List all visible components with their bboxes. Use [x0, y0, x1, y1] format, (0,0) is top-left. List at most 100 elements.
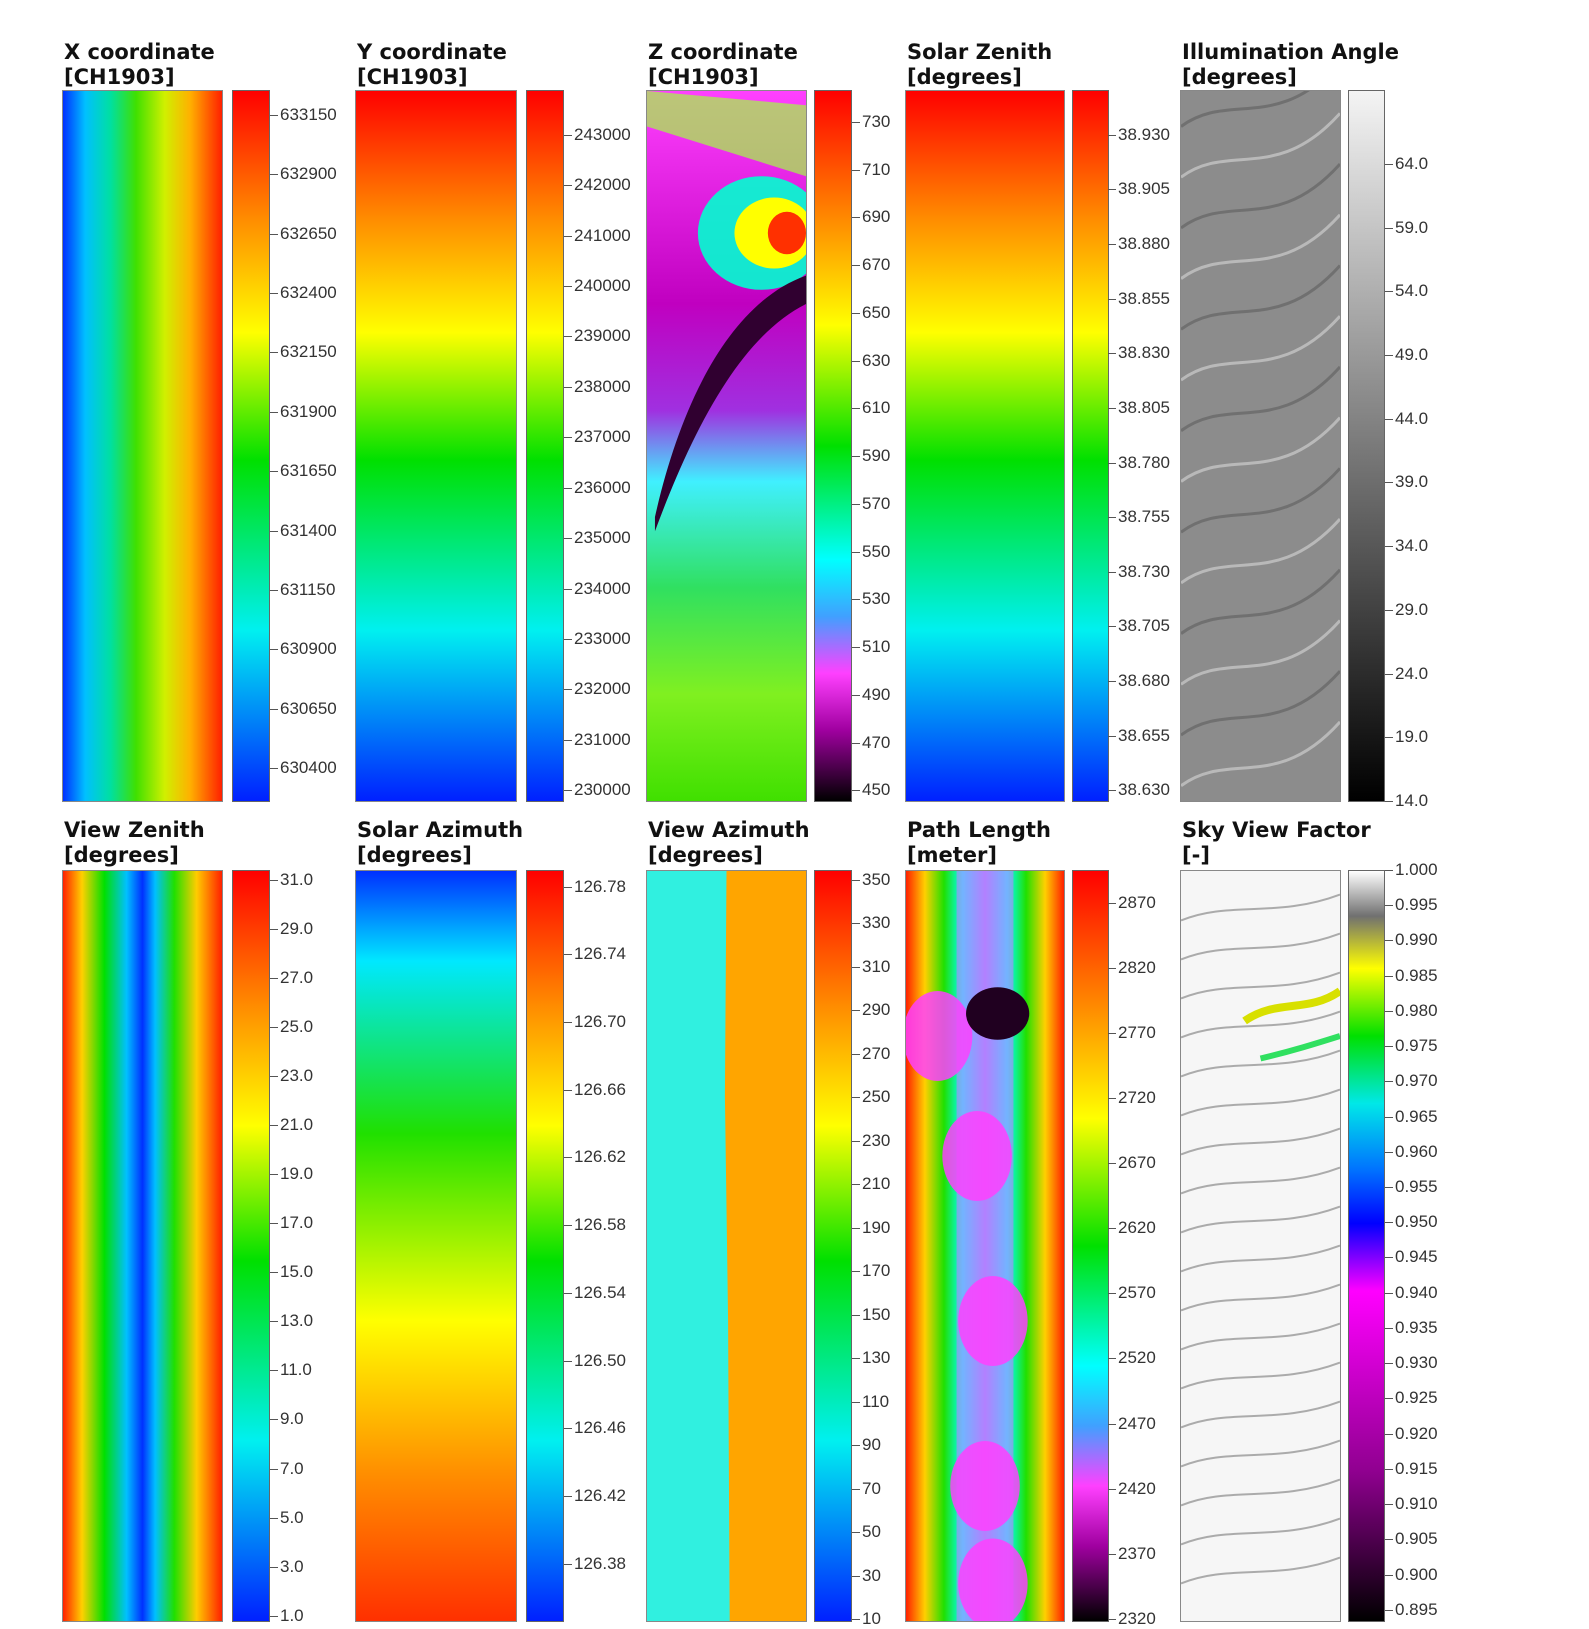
tick-mark — [270, 709, 278, 710]
tick-label: 70 — [862, 1479, 881, 1498]
tick-mark — [1108, 1228, 1116, 1229]
tick-label: 631150 — [280, 580, 336, 599]
tick-label: 0.925 — [1395, 1388, 1438, 1407]
tick-label: 126.50 — [574, 1351, 626, 1370]
tick-mark — [564, 1157, 572, 1158]
tick-mark — [1385, 1152, 1393, 1153]
panel-title-unit: [meter] — [907, 843, 997, 867]
tick-mark — [852, 217, 860, 218]
tick-mark — [1108, 1033, 1116, 1034]
tick-label: 0.930 — [1395, 1353, 1438, 1372]
colorbar-gradient — [1073, 91, 1108, 801]
tick-label: 59.0 — [1395, 218, 1429, 237]
tick-label: 0.965 — [1395, 1107, 1438, 1126]
panel-title: Illumination Angle [degrees] — [1182, 40, 1399, 90]
tick-label: 0.970 — [1395, 1071, 1438, 1090]
tick-mark — [270, 293, 278, 294]
tick-label: 126.38 — [574, 1554, 626, 1573]
tick-mark — [270, 1174, 278, 1175]
colorbar-gradient — [815, 871, 851, 1621]
tick-label: 210 — [862, 1174, 891, 1193]
tick-mark — [270, 1321, 278, 1322]
tick-label: 2420 — [1118, 1479, 1156, 1498]
tick-label: 38.780 — [1118, 453, 1170, 472]
tick-mark — [1385, 1363, 1393, 1364]
raster-map — [905, 90, 1065, 802]
tick-mark — [270, 1419, 278, 1420]
tick-label: 450 — [862, 780, 891, 799]
panel-title: Solar Azimuth [degrees] — [357, 818, 523, 868]
tick-label: 23.0 — [280, 1066, 314, 1085]
tick-mark — [1108, 572, 1116, 573]
tick-mark — [270, 234, 278, 235]
tick-mark — [852, 313, 860, 314]
colorbar — [1072, 90, 1109, 802]
tick-mark — [270, 1125, 278, 1126]
tick-label: 0.980 — [1395, 1001, 1438, 1020]
tick-mark — [1108, 736, 1116, 737]
tick-label: 230 — [862, 1131, 891, 1150]
tick-label: 550 — [862, 542, 891, 561]
raster-map — [905, 870, 1065, 1622]
tick-mark — [1385, 355, 1393, 356]
tick-mark — [852, 743, 860, 744]
tick-label: 0.950 — [1395, 1212, 1438, 1231]
tick-mark — [1385, 737, 1393, 738]
tick-label: 126.74 — [574, 944, 626, 963]
tick-label: 0.895 — [1395, 1600, 1438, 1619]
tick-mark — [564, 1361, 572, 1362]
panel-title-name: View Zenith — [64, 818, 205, 842]
tick-label: 38.655 — [1118, 726, 1170, 745]
tick-mark — [1385, 1293, 1393, 1294]
tick-label: 290 — [862, 1000, 891, 1019]
tick-label: 270 — [862, 1044, 891, 1063]
tick-mark — [564, 488, 572, 489]
panel-title: Solar Zenith [degrees] — [907, 40, 1052, 90]
tick-label: 570 — [862, 494, 891, 513]
tick-label: 38.705 — [1118, 616, 1170, 635]
tick-mark — [1385, 291, 1393, 292]
tick-label: 231000 — [574, 730, 631, 749]
tick-label: 630650 — [280, 699, 337, 718]
tick-mark — [1385, 1046, 1393, 1047]
tick-mark — [564, 538, 572, 539]
tick-label: 0.975 — [1395, 1036, 1438, 1055]
panel-title: View Azimuth [degrees] — [648, 818, 810, 868]
tick-mark — [852, 265, 860, 266]
tick-label: 240000 — [574, 276, 631, 295]
tick-label: 38.805 — [1118, 398, 1170, 417]
tick-label: 5.0 — [280, 1508, 304, 1527]
tick-mark — [1108, 135, 1116, 136]
tick-label: 50 — [862, 1522, 881, 1541]
tick-label: 1.000 — [1395, 860, 1438, 879]
tick-label: 150 — [862, 1305, 891, 1324]
tick-label: 630400 — [280, 758, 337, 777]
panel-title-name: Sky View Factor — [1182, 818, 1371, 842]
panel-title-name: View Azimuth — [648, 818, 810, 842]
tick-label: 13.0 — [280, 1311, 314, 1330]
tick-mark — [1108, 463, 1116, 464]
tick-label: 235000 — [574, 528, 631, 547]
tick-mark — [852, 1010, 860, 1011]
tick-label: 242000 — [574, 175, 631, 194]
tick-label: 2470 — [1118, 1414, 1156, 1433]
tick-label: 38.880 — [1118, 234, 1170, 253]
panel-title-unit: [degrees] — [64, 843, 179, 867]
tick-mark — [852, 599, 860, 600]
panel-title-name: X coordinate — [64, 40, 215, 64]
tick-mark — [1385, 1328, 1393, 1329]
tick-label: 130 — [862, 1348, 891, 1367]
colorbar-gradient — [233, 871, 269, 1621]
raster-image — [1181, 91, 1340, 801]
tick-mark — [270, 115, 278, 116]
tick-mark — [1108, 1358, 1116, 1359]
tick-label: 19.0 — [280, 1164, 314, 1183]
tick-mark — [1385, 940, 1393, 941]
tick-label: 49.0 — [1395, 345, 1429, 364]
tick-mark — [1108, 353, 1116, 354]
tick-label: 30 — [862, 1566, 881, 1585]
tick-label: 0.995 — [1395, 895, 1438, 914]
tick-mark — [852, 408, 860, 409]
panel-title-unit: [-] — [1182, 843, 1210, 867]
tick-label: 234000 — [574, 579, 631, 598]
